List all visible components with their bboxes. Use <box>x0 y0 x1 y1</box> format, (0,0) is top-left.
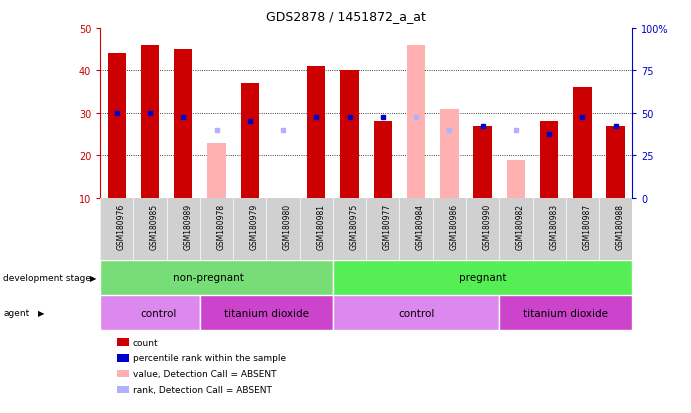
Bar <box>374 122 392 198</box>
Text: percentile rank within the sample: percentile rank within the sample <box>133 354 286 363</box>
Text: GSM180990: GSM180990 <box>482 203 491 249</box>
Bar <box>333 295 499 330</box>
Text: GSM180978: GSM180978 <box>216 203 225 249</box>
Text: GSM180983: GSM180983 <box>549 203 558 249</box>
Text: GSM180985: GSM180985 <box>150 203 159 249</box>
Text: non-pregnant: non-pregnant <box>173 273 244 283</box>
Bar <box>574 88 591 198</box>
Bar <box>407 46 425 198</box>
Text: GSM180979: GSM180979 <box>250 203 259 249</box>
Bar <box>607 126 625 198</box>
Bar <box>333 260 632 295</box>
Text: GSM180981: GSM180981 <box>316 203 325 249</box>
Bar <box>100 260 333 295</box>
Text: pregnant: pregnant <box>459 273 507 283</box>
Bar <box>473 126 492 198</box>
Text: ▶: ▶ <box>90 273 96 282</box>
Bar <box>307 67 325 198</box>
Text: rank, Detection Call = ABSENT: rank, Detection Call = ABSENT <box>133 385 272 394</box>
Bar <box>507 160 525 198</box>
Text: ▶: ▶ <box>38 309 44 317</box>
Bar <box>174 50 193 198</box>
Text: value, Detection Call = ABSENT: value, Detection Call = ABSENT <box>133 369 276 378</box>
Text: GSM180988: GSM180988 <box>616 203 625 249</box>
Bar <box>207 143 226 198</box>
Text: GSM180984: GSM180984 <box>416 203 425 249</box>
Bar <box>540 122 558 198</box>
Bar <box>100 295 200 330</box>
Text: GSM180986: GSM180986 <box>449 203 458 249</box>
Text: control: control <box>140 308 177 318</box>
Bar <box>440 109 459 198</box>
Text: GSM180975: GSM180975 <box>350 203 359 249</box>
Bar <box>499 295 632 330</box>
Bar <box>240 84 259 198</box>
Text: GSM180982: GSM180982 <box>516 203 525 249</box>
Text: GSM180987: GSM180987 <box>583 203 591 249</box>
Text: titanium dioxide: titanium dioxide <box>523 308 608 318</box>
Text: GDS2878 / 1451872_a_at: GDS2878 / 1451872_a_at <box>265 10 426 23</box>
Text: control: control <box>398 308 435 318</box>
Bar <box>108 54 126 198</box>
Bar <box>341 71 359 198</box>
Text: GSM180980: GSM180980 <box>283 203 292 249</box>
Text: count: count <box>133 338 158 347</box>
Text: titanium dioxide: titanium dioxide <box>224 308 309 318</box>
Text: GSM180989: GSM180989 <box>183 203 192 249</box>
Text: development stage: development stage <box>3 273 91 282</box>
Text: agent: agent <box>3 309 30 317</box>
Text: GSM180977: GSM180977 <box>383 203 392 249</box>
Bar <box>141 46 159 198</box>
Bar <box>200 295 333 330</box>
Text: GSM180976: GSM180976 <box>117 203 126 249</box>
